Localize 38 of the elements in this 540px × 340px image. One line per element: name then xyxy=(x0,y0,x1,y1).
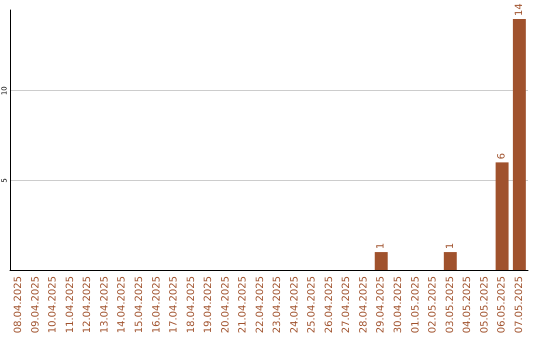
x-tick-label: 13.04.2025 xyxy=(99,276,110,334)
x-tick-label: 19.04.2025 xyxy=(203,276,214,334)
x-tick-label: 02.05.2025 xyxy=(428,276,439,334)
x-tick-label: 12.04.2025 xyxy=(82,276,94,334)
x-tick-label: 11.04.2025 xyxy=(64,276,76,334)
bar xyxy=(496,162,509,270)
x-tick-label: 14.04.2025 xyxy=(116,276,128,334)
x-tick-label: 30.04.2025 xyxy=(393,276,404,334)
x-tick-label: 09.04.2025 xyxy=(30,276,42,334)
x-tick-label: 23.04.2025 xyxy=(272,276,284,334)
x-tick-label: 29.04.2025 xyxy=(376,276,387,334)
x-tick-label: 10.04.2025 xyxy=(48,276,59,334)
data-label: 6 xyxy=(496,153,508,160)
x-tick-label: 01.05.2025 xyxy=(410,276,422,334)
x-tick-label: 27.04.2025 xyxy=(341,276,352,334)
data-label: 1 xyxy=(376,242,387,250)
x-tick-label: 28.04.2025 xyxy=(358,276,370,334)
x-tick-label: 15.04.2025 xyxy=(134,276,145,334)
x-tick-label: 04.05.2025 xyxy=(462,276,474,334)
x-tick-label: 18.04.2025 xyxy=(186,276,197,334)
bar xyxy=(444,252,457,270)
x-tick-label: 25.04.2025 xyxy=(306,276,318,334)
x-tick-label: 05.05.2025 xyxy=(479,276,490,334)
x-tick-label: 03.05.2025 xyxy=(444,276,456,334)
x-tick-label: 21.04.2025 xyxy=(238,276,249,334)
data-label: 1 xyxy=(444,242,456,250)
x-tick-label: 06.05.2025 xyxy=(496,276,508,334)
x-tick-label: 22.04.2025 xyxy=(254,276,266,334)
x-tick-label: 24.04.2025 xyxy=(289,276,300,334)
bar xyxy=(512,18,526,270)
data-label: 14 xyxy=(514,3,525,16)
x-tick-label: 26.04.2025 xyxy=(324,276,335,334)
x-tick-label: 16.04.2025 xyxy=(151,276,162,334)
x-tick-label: 17.04.2025 xyxy=(168,276,180,334)
x-tick-label: 08.04.2025 xyxy=(13,276,24,334)
x-tick-label: 20.04.2025 xyxy=(220,276,232,334)
bar xyxy=(374,252,388,270)
x-tick-label: 07.05.2025 xyxy=(514,276,525,334)
